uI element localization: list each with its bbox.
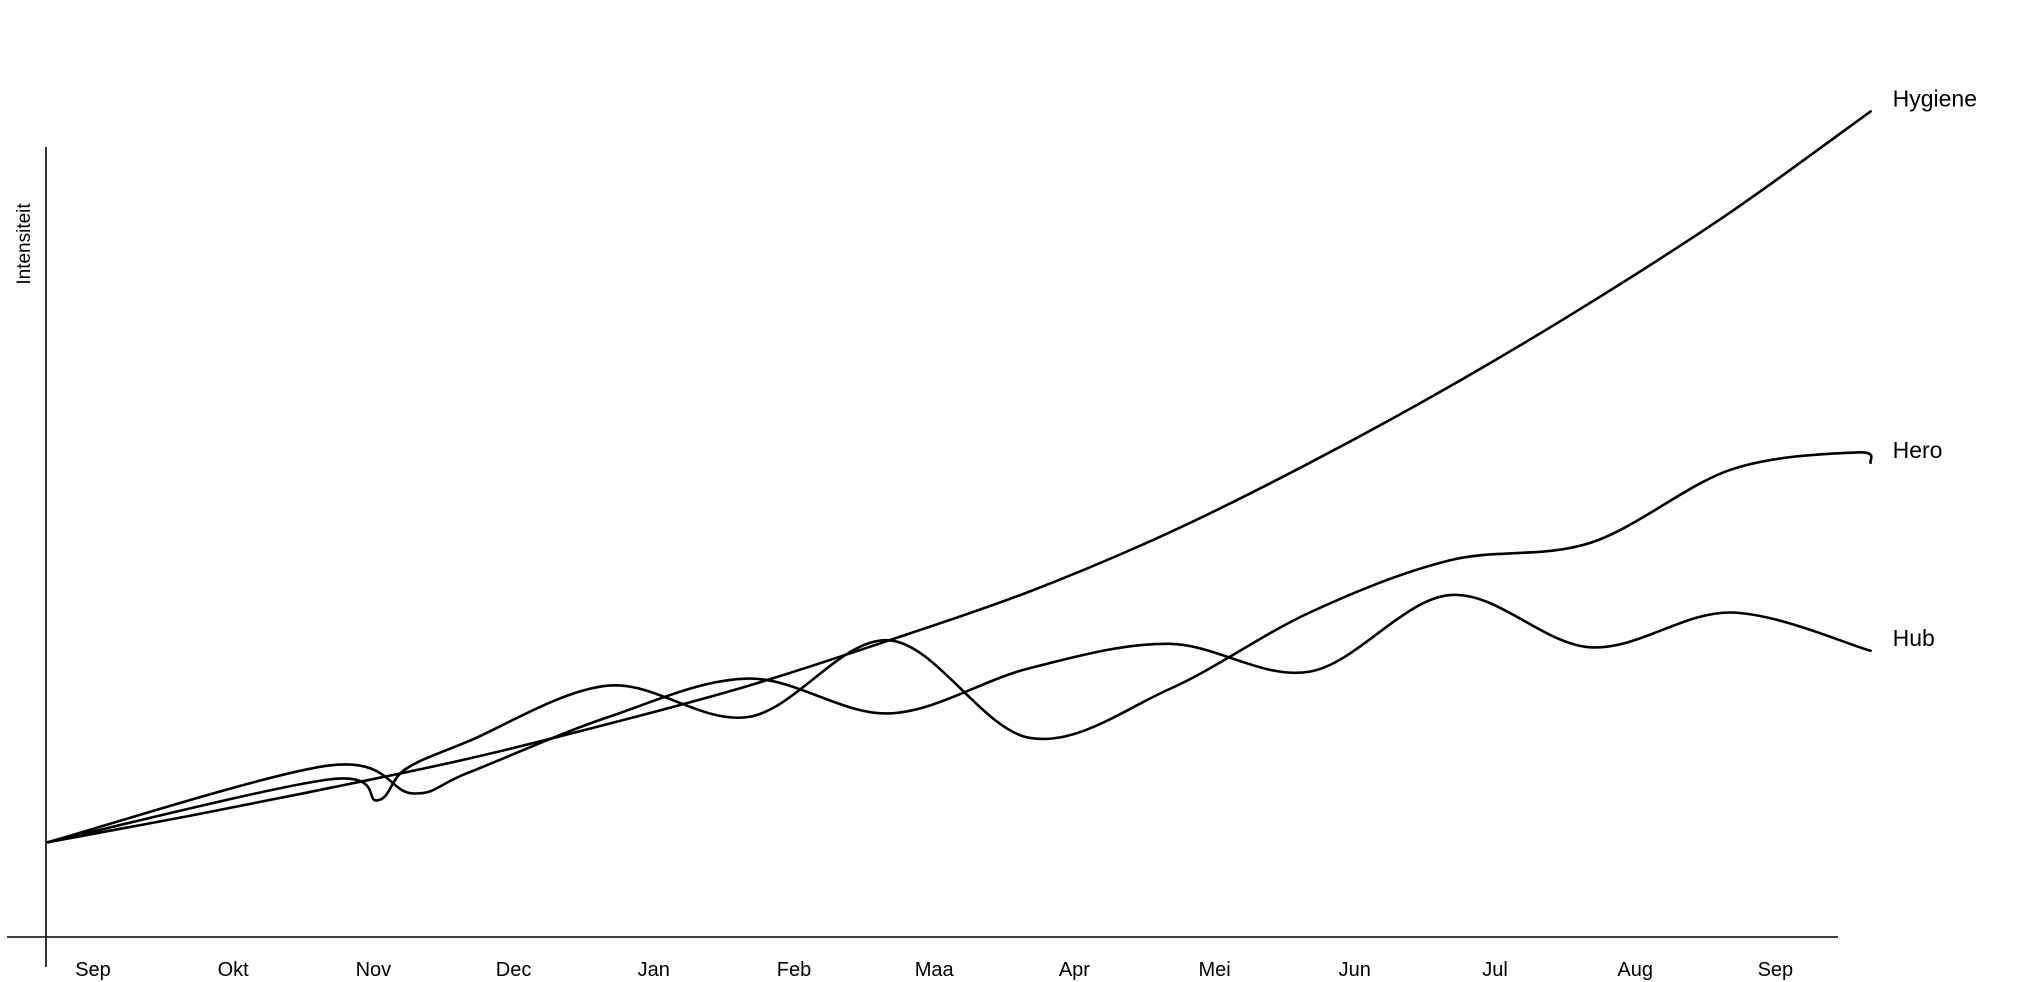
x-tick-label: Mei	[1198, 959, 1230, 981]
series-labels: Hero Hygiene Hub	[1893, 85, 1977, 650]
series-line-hub	[48, 595, 1871, 842]
x-tick-label: Nov	[356, 959, 392, 981]
y-axis-title: Intensiteit	[14, 203, 35, 285]
x-tick-label: Jan	[638, 959, 670, 981]
x-tick-label: Sep	[75, 959, 111, 981]
x-tick-label: Maa	[915, 959, 955, 981]
x-tick-label: Feb	[777, 959, 811, 981]
series-label-hero: Hero	[1893, 437, 1943, 463]
x-tick-label: Jul	[1482, 959, 1508, 981]
x-tick-label: Okt	[218, 959, 250, 981]
x-axis-ticks: Sep Okt Nov Dec Jan Feb Maa Apr Mei Jun Jul Aug Sep	[75, 959, 1793, 981]
series-label-hygiene: Hygiene	[1893, 85, 1977, 111]
series-label-hub: Hub	[1893, 625, 1935, 651]
x-tick-label: Dec	[496, 959, 532, 981]
x-tick-label: Aug	[1617, 959, 1653, 981]
x-tick-label: Apr	[1059, 959, 1090, 981]
series-lines	[48, 111, 1872, 842]
x-tick-label: Sep	[1758, 959, 1794, 981]
series-line-hygiene	[48, 111, 1871, 842]
x-tick-label: Jun	[1339, 959, 1371, 981]
